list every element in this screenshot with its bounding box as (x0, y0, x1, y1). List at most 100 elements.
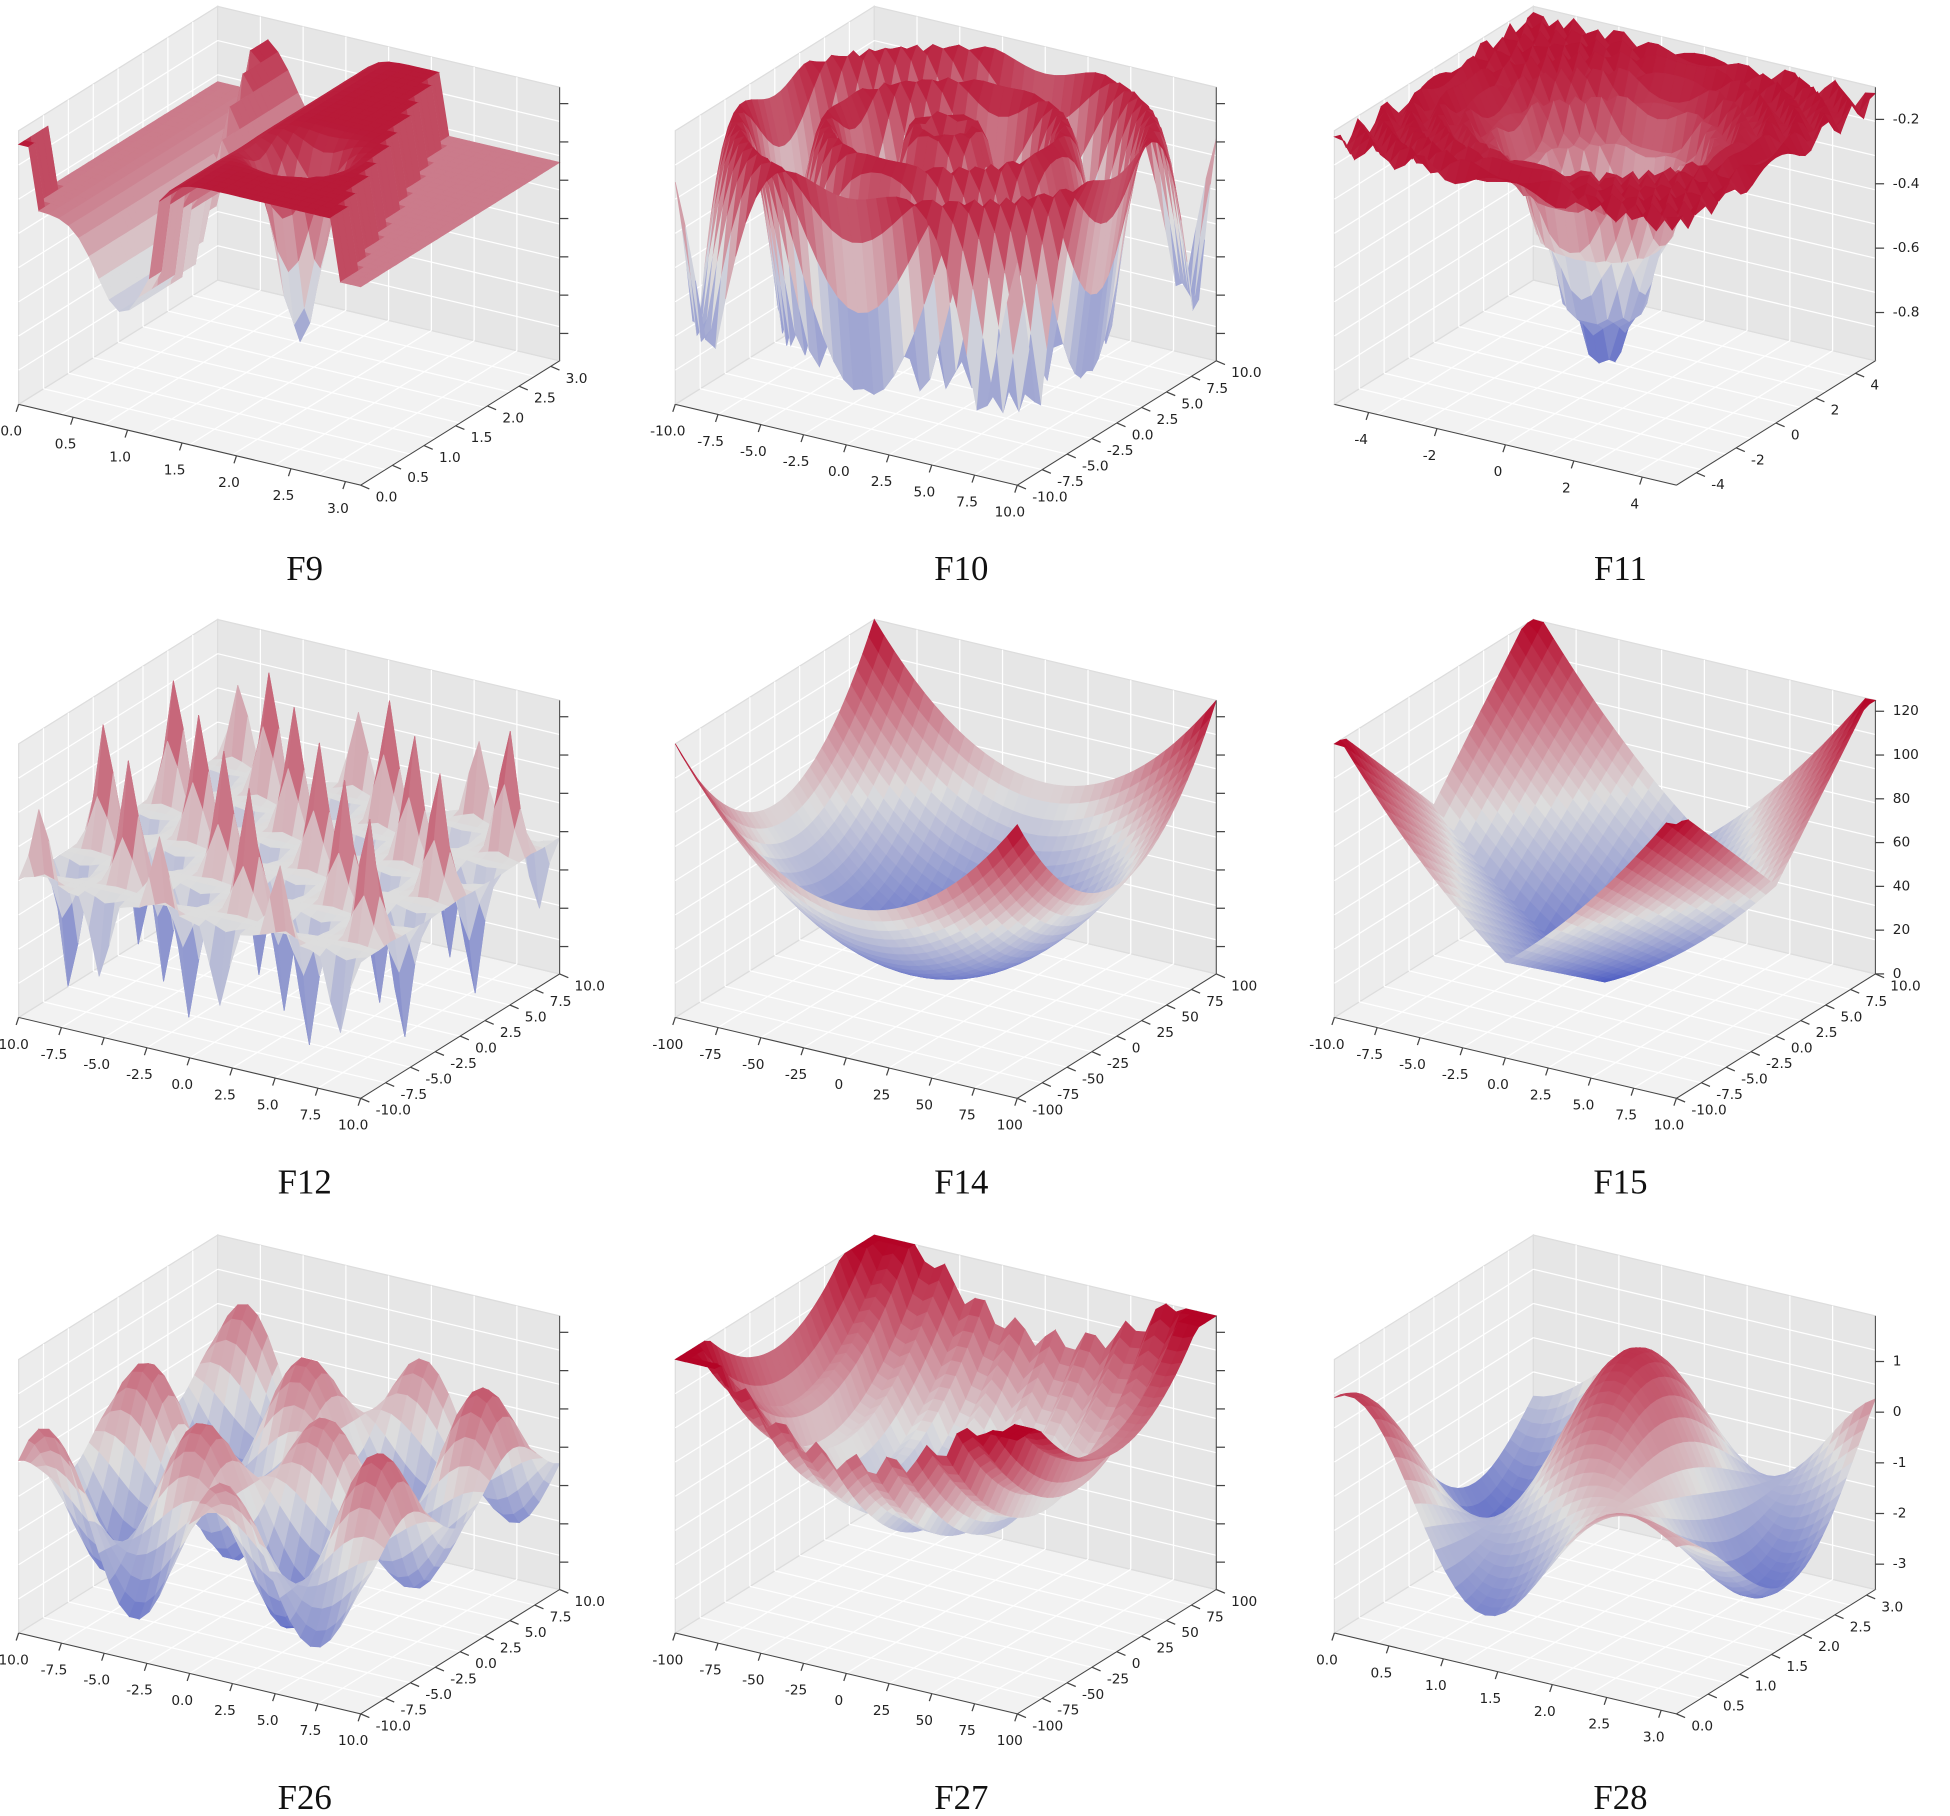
pane-grid (142, 326, 486, 409)
x-tick-label: 10.0 (338, 1118, 368, 1134)
x-tick-label: -10.0 (0, 1037, 29, 1053)
x-tick (15, 1017, 20, 1026)
x-tick (757, 424, 762, 433)
y-tick (1775, 422, 1785, 428)
x-tick (1502, 444, 1506, 453)
z-tick-label: -0.4 (1893, 176, 1920, 192)
y-tick (1091, 437, 1101, 443)
x-tick-label: -2 (1423, 448, 1437, 464)
y-tick-label: 2.5 (500, 1025, 522, 1041)
y-tick-label: 7.5 (550, 994, 572, 1010)
pane-grid (317, 350, 518, 476)
panel: -10.0-7.5-5.0-2.50.02.55.07.510.0-10.0-7… (0, 618, 605, 1201)
x-tick-label: 1.5 (164, 462, 186, 478)
x-tick (357, 1098, 362, 1106)
x-tick-label: 0.0 (171, 1077, 193, 1093)
y-tick (1041, 469, 1052, 474)
x-tick (714, 414, 719, 423)
y-tick-label: 0.0 (1132, 427, 1154, 443)
panel: -100-75-50-250255075100-100-75-50-250255… (652, 618, 1257, 1201)
y-tick-label: 2.5 (534, 391, 556, 407)
x-tick (229, 1067, 233, 1076)
y-tick (1191, 375, 1201, 381)
x-tick (58, 1027, 62, 1036)
y-tick (487, 405, 497, 411)
x-tick-label: 2 (1562, 480, 1571, 496)
y-tick-label: 0.0 (475, 1041, 497, 1057)
pane-grid (118, 341, 461, 424)
y-tick (1116, 422, 1126, 428)
x-tick-label: -4 (1354, 432, 1368, 448)
y-tick-label: 5.0 (525, 1009, 547, 1025)
x-tick (672, 404, 676, 412)
x-tick-label: -5.0 (83, 1057, 110, 1073)
y-tick-label: 3.0 (566, 371, 588, 387)
y-tick (459, 1035, 470, 1041)
y-tick (1815, 397, 1825, 403)
y-tick (455, 425, 465, 431)
x-tick (1570, 460, 1575, 469)
x-tick-label: 7.5 (300, 1108, 322, 1124)
x-tick-label: 2.5 (214, 1087, 236, 1103)
y-tick (1017, 484, 1027, 490)
y-tick (1141, 406, 1151, 412)
panel: -10.0-7.5-5.0-2.50.02.55.07.510.0-10.0-7… (650, 5, 1262, 588)
x-tick-label: 5.0 (257, 1097, 279, 1113)
y-tick-label: 0.0 (376, 490, 398, 506)
x-tick (287, 468, 292, 477)
x-tick (800, 434, 805, 443)
x-tick-label: -7.5 (41, 1047, 68, 1063)
x-tick-label: 2.5 (871, 474, 893, 490)
y-tick-label: 2.5 (1157, 412, 1179, 428)
y-tick-label: 0 (1791, 427, 1800, 443)
y-tick-label: -4 (1711, 477, 1725, 493)
x-tick (70, 417, 74, 425)
x-tick (124, 429, 129, 438)
y-tick-label: 2.0 (502, 410, 524, 426)
y-tick-label: 10.0 (1231, 365, 1261, 381)
x-tick (101, 1037, 105, 1046)
x-tick-label: -2.5 (126, 1067, 153, 1083)
y-tick-label: -2.5 (1107, 443, 1134, 459)
y-tick (360, 484, 370, 490)
caption: F12 (278, 1162, 332, 1201)
z-tick-label: -0.8 (1893, 305, 1920, 321)
x-tick (186, 1057, 191, 1066)
y-tick (360, 1097, 370, 1103)
y-tick (1735, 447, 1746, 453)
x-tick-label: -7.5 (697, 434, 724, 450)
x-tick (1014, 484, 1018, 493)
y-tick-label: -2 (1751, 452, 1765, 468)
x-tick (1365, 412, 1370, 421)
x-tick-label: 3.0 (327, 501, 349, 517)
y-tick (1166, 391, 1176, 397)
z-tick-label: -0.6 (1893, 240, 1920, 256)
pane-grid (232, 329, 432, 456)
x-tick (178, 442, 183, 451)
y-tick (410, 1066, 420, 1072)
pane-grid (167, 310, 511, 393)
x-tick-label: 0.0 (0, 424, 22, 440)
x-tick (15, 404, 20, 412)
y-tick (559, 973, 569, 979)
y-tick-label: -2.5 (450, 1056, 477, 1072)
z-tick-label: -0.2 (1893, 111, 1920, 127)
pane-grid (18, 40, 218, 166)
x-tick-label: 10.0 (995, 505, 1025, 521)
x-tick (1639, 476, 1643, 485)
y-tick (392, 464, 402, 470)
x-tick (885, 454, 890, 463)
x-tick-label: 5.0 (913, 484, 935, 500)
y-tick-label: 1.0 (439, 450, 461, 466)
x-tick-label: 0.0 (828, 464, 850, 480)
x-tick (233, 455, 238, 464)
y-tick (484, 1019, 494, 1025)
y-tick (509, 1004, 519, 1010)
x-tick (272, 1077, 276, 1086)
y-tick-label: 2 (1831, 403, 1840, 419)
y-tick (1696, 472, 1706, 478)
y-tick-label: -10.0 (376, 1103, 411, 1119)
y-tick (1066, 453, 1076, 459)
